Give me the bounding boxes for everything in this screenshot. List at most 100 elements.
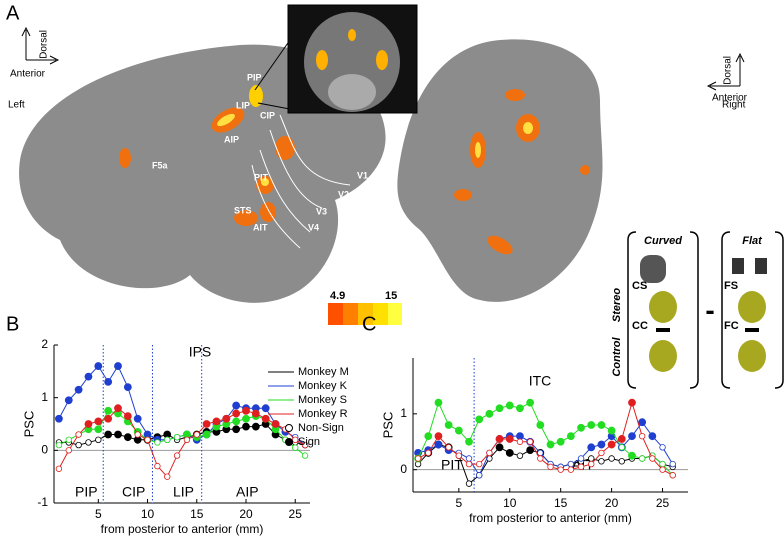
data-point (134, 431, 141, 438)
mri-cerebellum (328, 74, 376, 110)
orientation-label: Anterior (712, 93, 748, 104)
data-point (164, 473, 171, 480)
data-point (144, 436, 151, 443)
data-point (164, 436, 171, 443)
data-point (183, 436, 191, 443)
area-label: V2 (338, 189, 349, 199)
x-tick-label: 25 (656, 496, 670, 510)
data-point (608, 455, 615, 462)
data-point (465, 480, 473, 487)
area-label: AIP (224, 134, 239, 144)
data-point (516, 452, 524, 459)
data-point (638, 455, 646, 462)
data-point (242, 422, 250, 431)
x-axis-label: from posterior to anterior (mm) (469, 511, 632, 525)
data-point (261, 414, 270, 423)
data-point (566, 432, 575, 441)
data-point (648, 432, 657, 441)
data-point (485, 409, 494, 418)
data-point (74, 385, 83, 394)
data-point (476, 472, 483, 479)
x-tick-label: 15 (190, 507, 204, 521)
x-tick-label: 20 (239, 507, 253, 521)
legend-label: Monkey K (298, 380, 348, 392)
legend-label: Sign (298, 436, 320, 448)
data-point (123, 383, 132, 392)
data-point (537, 455, 544, 462)
data-point (75, 441, 82, 449)
data-point (495, 435, 504, 443)
x-tick-label: 10 (503, 496, 517, 510)
data-point (173, 433, 181, 441)
data-point (425, 449, 432, 457)
stimulus-icon (656, 328, 670, 332)
data-point (292, 436, 299, 443)
y-tick-label: 1 (400, 406, 407, 420)
data-point (597, 440, 606, 449)
data-point (526, 398, 535, 407)
data-point (301, 441, 309, 449)
stimulus-icon (738, 291, 766, 323)
area-label: F5a (152, 160, 169, 170)
data-point (587, 443, 596, 452)
data-point (434, 398, 443, 407)
area-label: LIP (236, 100, 250, 110)
data-point (659, 444, 666, 451)
data-point (133, 414, 142, 423)
orientation-label: Dorsal (39, 30, 50, 59)
design-label: Stereo (611, 288, 623, 323)
data-point (546, 440, 555, 449)
data-point (271, 420, 280, 428)
data-point (607, 426, 616, 435)
design-label: Control (611, 337, 623, 377)
colorbar (328, 303, 343, 325)
design-label: FS (724, 280, 738, 292)
data-point (607, 440, 616, 449)
data-point (618, 458, 625, 465)
region-label: PIP (75, 484, 98, 500)
x-tick-label: 15 (554, 496, 568, 510)
data-point (567, 466, 575, 473)
data-point (577, 423, 585, 432)
data-point (84, 420, 93, 428)
area-label: V3 (316, 206, 327, 216)
data-point (628, 398, 636, 407)
data-point (598, 449, 605, 457)
data-point (455, 452, 463, 459)
mri-brain (304, 12, 400, 112)
stimulus-icon (640, 255, 666, 283)
data-point (424, 432, 433, 441)
colorbar (388, 303, 402, 325)
data-point (577, 463, 585, 471)
data-point (465, 460, 473, 468)
data-point (173, 452, 181, 459)
data-point (434, 432, 443, 441)
data-point (557, 466, 564, 473)
data-point (526, 446, 535, 455)
data-point (617, 435, 626, 443)
data-point (495, 404, 504, 413)
data-point (193, 431, 200, 438)
area-label: AIT (253, 222, 268, 232)
colorbar-label: 4.9 (330, 290, 345, 302)
data-point (94, 425, 103, 434)
data-point (505, 449, 514, 457)
data-point (104, 414, 113, 423)
data-point (104, 377, 113, 386)
data-point (95, 436, 102, 443)
data-point (587, 421, 596, 429)
data-point (202, 430, 211, 439)
orientation-label: Anterior (10, 69, 46, 80)
design-brackets (627, 231, 784, 389)
design-label: Curved (644, 235, 682, 247)
data-point (85, 439, 92, 446)
data-point (536, 421, 545, 429)
data-point (588, 455, 595, 462)
x-tick-label: 10 (141, 507, 155, 521)
design-label: FC (724, 320, 739, 332)
data-point (94, 417, 103, 426)
legend-marker (285, 424, 293, 432)
data-point (638, 418, 647, 427)
data-point (556, 437, 565, 446)
area-label: PIP (247, 72, 262, 82)
